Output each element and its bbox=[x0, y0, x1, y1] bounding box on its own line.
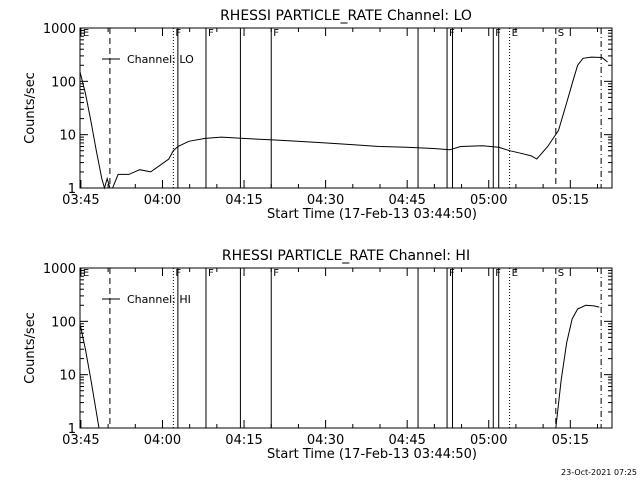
y-axis-label: Counts/sec bbox=[23, 312, 38, 384]
x-axis-label: Start Time (17-Feb-13 03:44:50) bbox=[267, 447, 477, 462]
x-tick-label: 05:15 bbox=[552, 433, 589, 448]
x-tick-label: 04:30 bbox=[307, 193, 344, 208]
y-tick-label: 100 bbox=[51, 75, 76, 90]
event-marker-label: S bbox=[558, 28, 564, 39]
x-tick-label: 04:15 bbox=[225, 193, 262, 208]
chart-panel-0: EFFFFFESRHESSI PARTICLE_RATE Channel: LO… bbox=[23, 8, 613, 222]
plot-frame bbox=[79, 267, 613, 429]
legend-entry: Channel: LO bbox=[127, 53, 194, 66]
event-marker-label: E bbox=[512, 28, 518, 39]
y-axis-label: Counts/sec bbox=[23, 72, 38, 144]
event-marker-label: S bbox=[558, 268, 564, 279]
x-tick-label: 03:45 bbox=[62, 193, 99, 208]
y-tick-label: 10 bbox=[59, 369, 76, 384]
y-tick-label: 1 bbox=[68, 422, 76, 437]
event-marker-label: E bbox=[83, 28, 89, 39]
y-tick-label: 1000 bbox=[43, 22, 76, 37]
footer-timestamp: 23-Oct-2021 07:25 bbox=[561, 468, 637, 477]
event-marker-label: F bbox=[208, 268, 214, 279]
panels: EFFFFFESRHESSI PARTICLE_RATE Channel: LO… bbox=[23, 8, 613, 462]
event-marker-label: F bbox=[208, 28, 214, 39]
x-tick-label: 04:45 bbox=[388, 433, 425, 448]
x-tick-label: 05:15 bbox=[552, 193, 589, 208]
x-tick-label: 05:00 bbox=[470, 433, 507, 448]
x-tick-label: 04:15 bbox=[225, 433, 262, 448]
x-tick-label: 05:00 bbox=[470, 193, 507, 208]
y-tick-label: 1000 bbox=[43, 262, 76, 277]
series-line-channel-hi bbox=[555, 304, 600, 429]
event-marker-label: F bbox=[273, 268, 279, 279]
legend-entry: Channel: HI bbox=[127, 293, 191, 306]
x-tick-label: 04:00 bbox=[144, 433, 181, 448]
chart-panel-1: EFFFFFESRHESSI PARTICLE_RATE Channel: HI… bbox=[23, 248, 613, 462]
x-tick-label: 04:45 bbox=[388, 193, 425, 208]
y-tick-label: 1 bbox=[68, 182, 76, 197]
x-tick-label: 04:00 bbox=[144, 193, 181, 208]
x-axis-label: Start Time (17-Feb-13 03:44:50) bbox=[267, 207, 477, 222]
plot-frame bbox=[79, 27, 613, 189]
y-tick-label: 100 bbox=[51, 315, 76, 330]
x-tick-label: 03:45 bbox=[62, 433, 99, 448]
chart-title: RHESSI PARTICLE_RATE Channel: HI bbox=[222, 248, 470, 264]
series-line-channel-hi bbox=[79, 323, 100, 429]
chart-title: RHESSI PARTICLE_RATE Channel: LO bbox=[220, 8, 472, 24]
event-marker-label: E bbox=[512, 268, 518, 279]
event-marker-label: F bbox=[273, 28, 279, 39]
event-marker-label: E bbox=[83, 268, 89, 279]
x-tick-label: 04:30 bbox=[307, 433, 344, 448]
y-tick-label: 10 bbox=[59, 129, 76, 144]
